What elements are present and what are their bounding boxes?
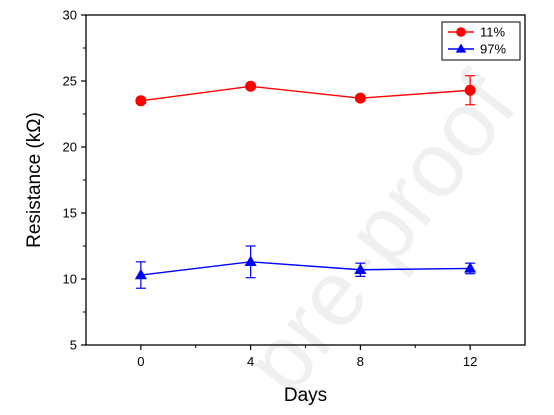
axis-ticks: 0 4 8 12 5 10 15 20 25 30 (63, 8, 478, 370)
data-point (135, 95, 147, 107)
legend-marker (455, 43, 467, 53)
watermark-text: pre-proof (225, 55, 535, 412)
x-tick-label: 0 (137, 354, 144, 369)
data-point (245, 80, 257, 92)
legend-box (441, 21, 521, 61)
x-tick-label: 12 (463, 354, 477, 369)
data-point (464, 262, 477, 273)
data-point (354, 263, 367, 274)
series-2 (134, 245, 477, 289)
series-line (140, 261, 471, 276)
y-axis-title: Resistance (kΩ) (24, 112, 45, 248)
legend: 11%97% (441, 21, 521, 61)
series-1 (135, 75, 476, 107)
y-tick-label: 20 (63, 140, 77, 155)
x-tick-label: 8 (357, 354, 364, 369)
x-tick-label: 4 (247, 354, 254, 369)
legend-marker (456, 27, 466, 37)
watermark: pre-proof (225, 55, 535, 412)
legend-label: 97% (480, 42, 506, 57)
series-line (140, 85, 471, 102)
data-point (464, 84, 476, 96)
y-tick-label: 10 (63, 272, 77, 287)
legend-label: 11% (480, 25, 505, 40)
series-layer (134, 75, 477, 289)
y-tick-label: 5 (70, 338, 77, 353)
data-point (244, 255, 257, 267)
x-axis-title: Days (284, 385, 327, 406)
y-tick-label: 30 (63, 8, 77, 23)
data-point (134, 268, 147, 280)
y-tick-label: 15 (63, 206, 77, 221)
data-point (354, 92, 366, 104)
y-tick-label: 25 (63, 74, 77, 89)
